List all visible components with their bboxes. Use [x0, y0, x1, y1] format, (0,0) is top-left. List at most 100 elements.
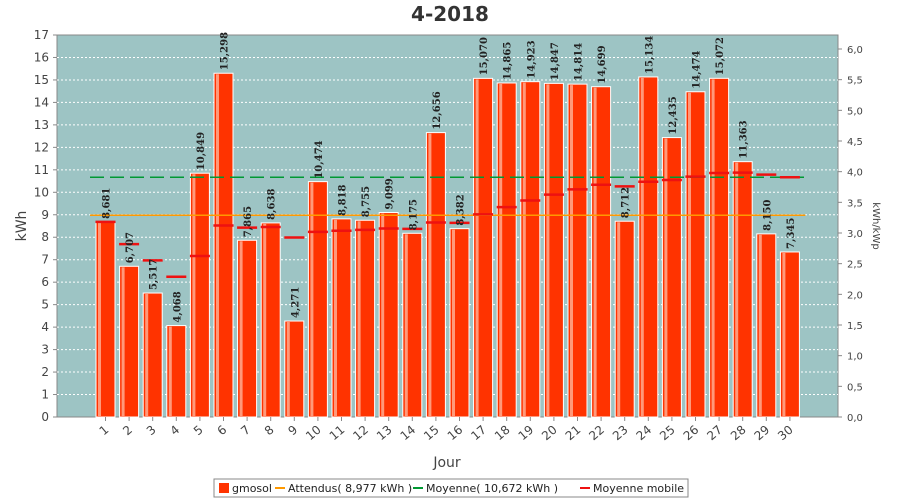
y-tick-label: 10 — [34, 185, 49, 199]
bar-highlight — [593, 87, 597, 416]
data-label: 14,847 — [550, 42, 561, 80]
bar-highlight — [357, 221, 361, 416]
data-label: 15,298 — [220, 32, 231, 70]
y-tick-label: 3 — [41, 343, 49, 357]
bar-highlight — [782, 252, 786, 416]
y2-tick-label: 4,0 — [847, 168, 863, 179]
legend-label-attendus: Attendus( 8,977 kWh ) — [288, 482, 412, 495]
data-label: 15,072 — [715, 37, 726, 75]
data-label: 5,517 — [149, 259, 160, 290]
plot-area — [56, 34, 839, 418]
x-tick-label: 18 — [492, 423, 513, 444]
y-tick-label: 0 — [41, 410, 49, 424]
x-tick-label: 30 — [775, 423, 796, 444]
x-tick-label: 9 — [285, 423, 300, 439]
x-tick-label: 8 — [262, 423, 277, 439]
y-tick-label: 13 — [34, 118, 49, 132]
data-label: 14,923 — [526, 40, 537, 78]
chart-title: 4-2018 — [411, 2, 489, 26]
x-tick-label: 24 — [634, 423, 655, 444]
x-tick-label: 19 — [516, 423, 537, 444]
bar-highlight — [121, 267, 125, 416]
y2-tick-label: 2,5 — [847, 260, 863, 271]
x-tick-label: 1 — [97, 423, 112, 439]
y2-tick-label: 2,0 — [847, 290, 863, 301]
data-labels: 8,681 6,707 5,517 4,068 10,849 15,298 7,865 8,6… — [102, 32, 797, 323]
y2-tick-label: 6,0 — [847, 45, 863, 56]
x-tick-label: 26 — [681, 423, 702, 444]
legend-label-bar: gmosol — [232, 482, 272, 495]
data-label: 8,818 — [338, 184, 349, 215]
legend-box — [213, 478, 689, 498]
data-label: 7,865 — [243, 206, 254, 237]
bar-highlight — [381, 213, 385, 416]
y-tick-label: 9 — [41, 208, 49, 222]
bar-highlight — [758, 234, 762, 416]
data-label: 14,865 — [503, 42, 514, 80]
x-tick-label: 22 — [586, 423, 607, 444]
bar-highlight — [98, 222, 101, 416]
data-label: 4,068 — [172, 291, 183, 322]
x-tick-label: 3 — [144, 423, 159, 439]
x-tick-label: 13 — [374, 423, 395, 444]
y-tick-label: 12 — [34, 140, 49, 154]
data-label: 14,699 — [597, 45, 608, 83]
y-tick-label: 2 — [41, 365, 49, 379]
y2-tick-label: 3,0 — [847, 229, 863, 240]
data-label: 7,345 — [786, 218, 797, 249]
bar-highlight — [216, 74, 219, 417]
x-tick-label: 2 — [120, 423, 135, 439]
legend-label-moyenne-mobile: Moyenne mobile — [593, 482, 684, 495]
data-label: 8,712 — [621, 187, 632, 218]
x-axis: 1 2 3 4 5 6 7 8 9 10 11 12 13 14 15 16 17 18 19 20 21 22 23 24 2… — [97, 417, 796, 443]
x-tick-label: 21 — [563, 423, 584, 444]
bar-highlight — [239, 241, 243, 416]
data-label: 10,849 — [196, 132, 207, 170]
x-tick-label: 12 — [350, 423, 371, 444]
bar-highlight — [499, 83, 503, 417]
bar-highlight — [570, 85, 573, 417]
y2-tick-label: 1,0 — [847, 352, 863, 363]
data-label: 8,175 — [408, 199, 419, 230]
bar-highlight — [263, 223, 267, 416]
y2-tick-label: 3,5 — [847, 198, 863, 209]
data-label: 8,755 — [361, 186, 372, 217]
y2-tick-label: 5,0 — [847, 106, 863, 117]
bar-highlight — [310, 182, 314, 416]
data-label: 12,656 — [432, 91, 443, 129]
bar-highlight — [452, 229, 455, 416]
bar-highlight — [192, 174, 196, 416]
y2-axis-label: kWh/kWp — [870, 202, 881, 249]
x-tick-label: 11 — [327, 423, 348, 444]
x-tick-label: 15 — [421, 423, 442, 444]
y-tick-label: 15 — [34, 73, 49, 87]
y-tick-label: 8 — [41, 230, 49, 244]
y-tick-label: 6 — [41, 275, 49, 289]
bar-highlight — [404, 234, 408, 416]
x-tick-label: 29 — [752, 423, 773, 444]
y2-tick-label: 5,5 — [847, 76, 863, 87]
data-label: 9,099 — [385, 178, 396, 209]
data-label: 8,382 — [456, 194, 467, 225]
data-label: 12,435 — [668, 96, 679, 134]
x-tick-label: 5 — [191, 423, 206, 439]
bar-highlight — [688, 92, 691, 416]
data-label: 14,814 — [574, 43, 585, 81]
bar-highlight — [640, 77, 644, 416]
y2-tick-label: 1,5 — [847, 321, 863, 332]
legend: gmosol Attendus( 8,977 kWh ) Moyenne( 10… — [213, 478, 689, 498]
y-tick-label: 14 — [34, 95, 49, 109]
x-tick-label: 6 — [215, 423, 230, 439]
data-label: 15,070 — [479, 37, 490, 75]
y-axis-label: kWh — [14, 211, 30, 242]
data-label: 10,474 — [314, 140, 325, 178]
y-tick-label: 1 — [41, 388, 49, 402]
y-tick-label: 4 — [41, 320, 49, 334]
y-tick-label: 16 — [34, 50, 49, 64]
bars — [95, 72, 800, 418]
x-tick-label: 25 — [657, 423, 678, 444]
y-tick-label: 7 — [41, 253, 49, 267]
y2-tick-label: 4,5 — [847, 137, 863, 148]
